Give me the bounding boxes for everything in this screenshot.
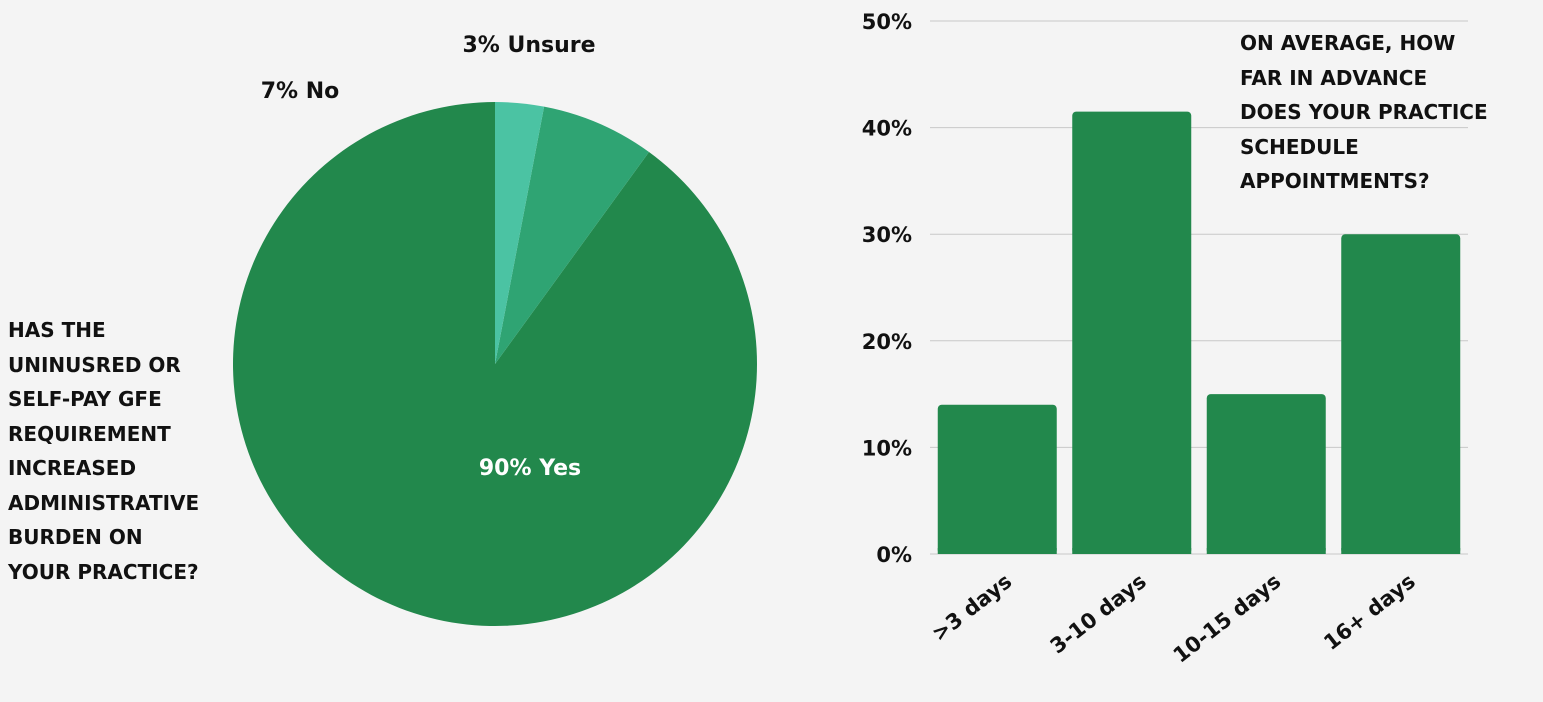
bar-chart-title: ON AVERAGE, HOW FAR IN ADVANCE DOES YOUR… xyxy=(1240,31,1488,193)
pie-label-unsure: 3% Unsure xyxy=(462,33,595,58)
y-tick-label: 20% xyxy=(862,330,912,354)
y-tick-label: 50% xyxy=(862,10,912,34)
bar-base-1 xyxy=(1072,548,1192,554)
y-tick-label: 40% xyxy=(862,117,912,141)
x-tick-label: >3 days xyxy=(927,569,1016,646)
y-tick-label: 0% xyxy=(876,543,912,567)
x-tick-label: 3-10 days xyxy=(1046,569,1151,658)
pie-label-yes: 90% Yes xyxy=(479,456,581,481)
bar-3 xyxy=(1341,234,1461,554)
bar-base-2 xyxy=(1206,548,1326,554)
y-tick-label: 10% xyxy=(862,436,912,460)
bar-0 xyxy=(937,404,1057,554)
pie-slice-yes xyxy=(233,102,758,627)
y-tick-label: 30% xyxy=(862,223,912,247)
pie-chart: 90% Yes 7% No 3% Unsure xyxy=(233,33,758,627)
pie-chart-title: HAS THE UNINUSRED OR SELF-PAY GFE REQUIR… xyxy=(8,318,200,584)
bar-1 xyxy=(1072,111,1192,555)
x-tick-label: 10-15 days xyxy=(1169,569,1286,667)
pie-slice-unsure xyxy=(495,102,545,364)
bar-base-0 xyxy=(937,548,1057,554)
pie-label-no: 7% No xyxy=(261,79,340,104)
bar-2 xyxy=(1206,394,1326,554)
x-tick-label: 16+ days xyxy=(1319,569,1420,655)
pie-slice-no xyxy=(495,106,649,364)
bar-base-3 xyxy=(1341,548,1461,554)
